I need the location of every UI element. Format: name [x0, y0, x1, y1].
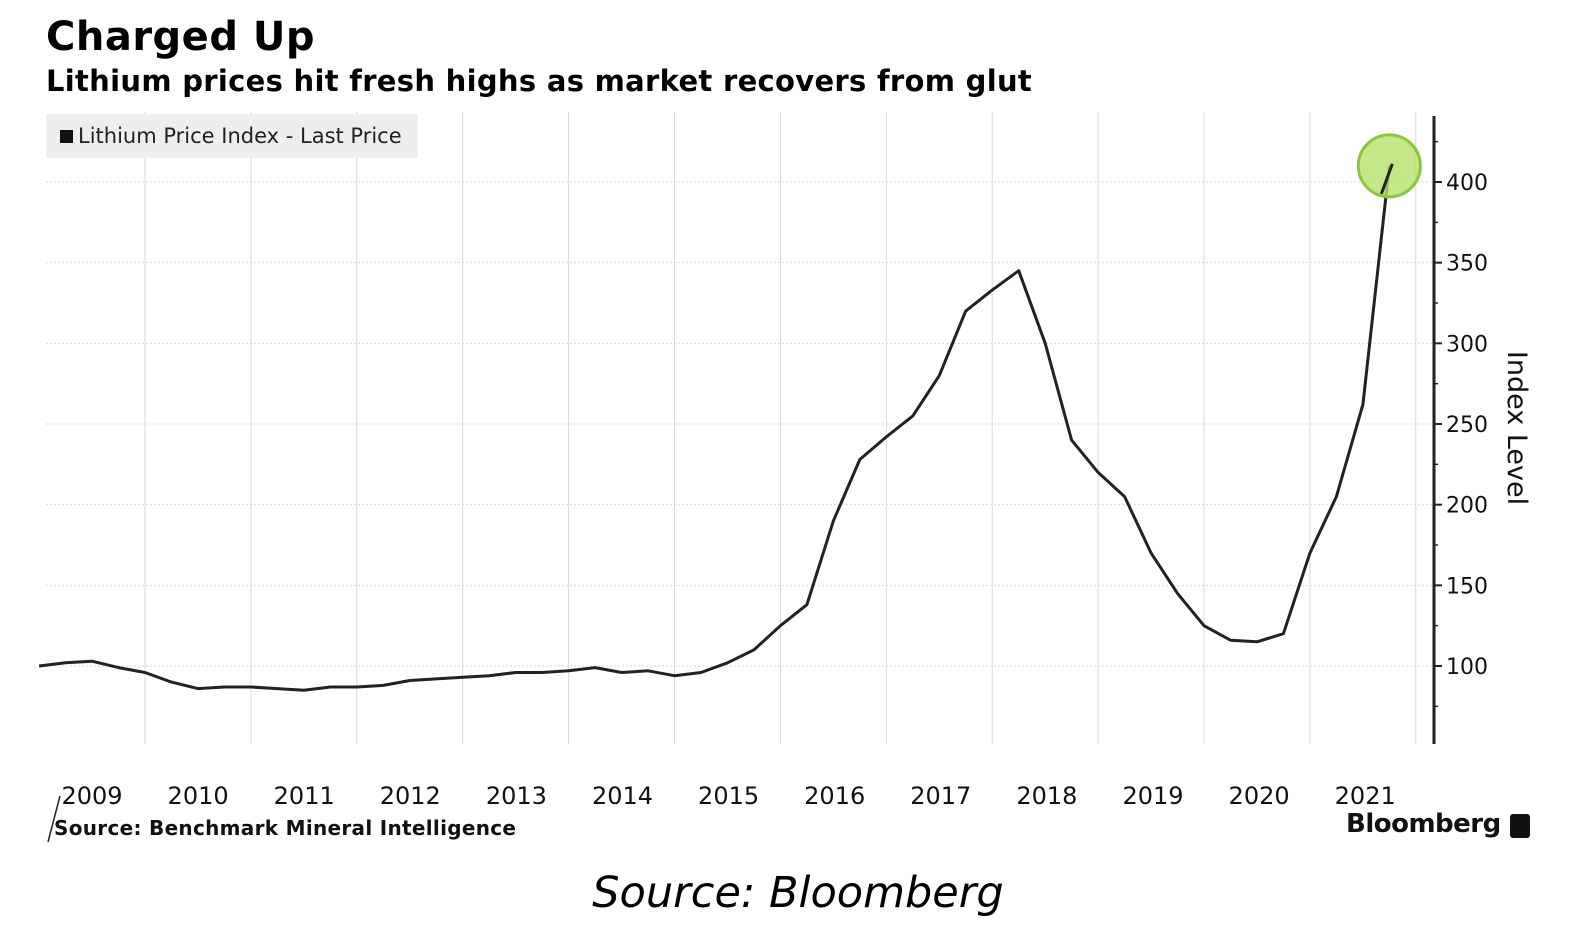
y-tick-label: 100 [1446, 655, 1488, 680]
brand-logo: Bloomberg [1346, 809, 1501, 839]
x-tick-label: 2013 [486, 782, 547, 810]
x-tick-label: 2019 [1122, 782, 1183, 810]
chart-title: Charged Up [46, 14, 315, 60]
y-tick-label: 300 [1446, 332, 1488, 357]
x-tick-label: 2010 [168, 782, 229, 810]
x-tick-label: 2016 [804, 782, 865, 810]
x-tick-label: 2012 [380, 782, 441, 810]
y-tick-label: 400 [1446, 171, 1488, 196]
x-tick-label: 2017 [910, 782, 971, 810]
price-index-line [38, 165, 1391, 692]
x-tick-label: 2015 [698, 782, 759, 810]
x-tick-label: 2011 [274, 782, 335, 810]
x-tick-label: 2018 [1016, 782, 1077, 810]
legend-swatch [60, 130, 73, 143]
x-tick-label: 2014 [592, 782, 653, 810]
x-tick-label: 2009 [61, 782, 122, 810]
x-tick-label: 2021 [1335, 782, 1396, 810]
chart-subtitle: Lithium prices hit fresh highs as market… [46, 64, 1033, 98]
highlight-circle [1356, 133, 1422, 199]
y-axis-title: Index Level [1501, 351, 1532, 505]
bloomberg-badge-icon [1510, 814, 1530, 838]
x-tick-label: 2020 [1229, 782, 1290, 810]
y-tick-label: 350 [1446, 252, 1488, 277]
image-caption: Source: Bloomberg [592, 868, 1004, 918]
legend-label: Lithium Price Index - Last Price [78, 124, 402, 148]
y-tick-label: 150 [1446, 574, 1488, 599]
highlight-line-segment [1379, 163, 1394, 195]
y-tick-label: 200 [1446, 494, 1488, 519]
legend: Lithium Price Index - Last Price [46, 114, 418, 158]
y-tick-label: 250 [1446, 413, 1488, 438]
source-note: Source: Benchmark Mineral Intelligence [54, 816, 517, 840]
axis-break-mark [47, 795, 61, 843]
